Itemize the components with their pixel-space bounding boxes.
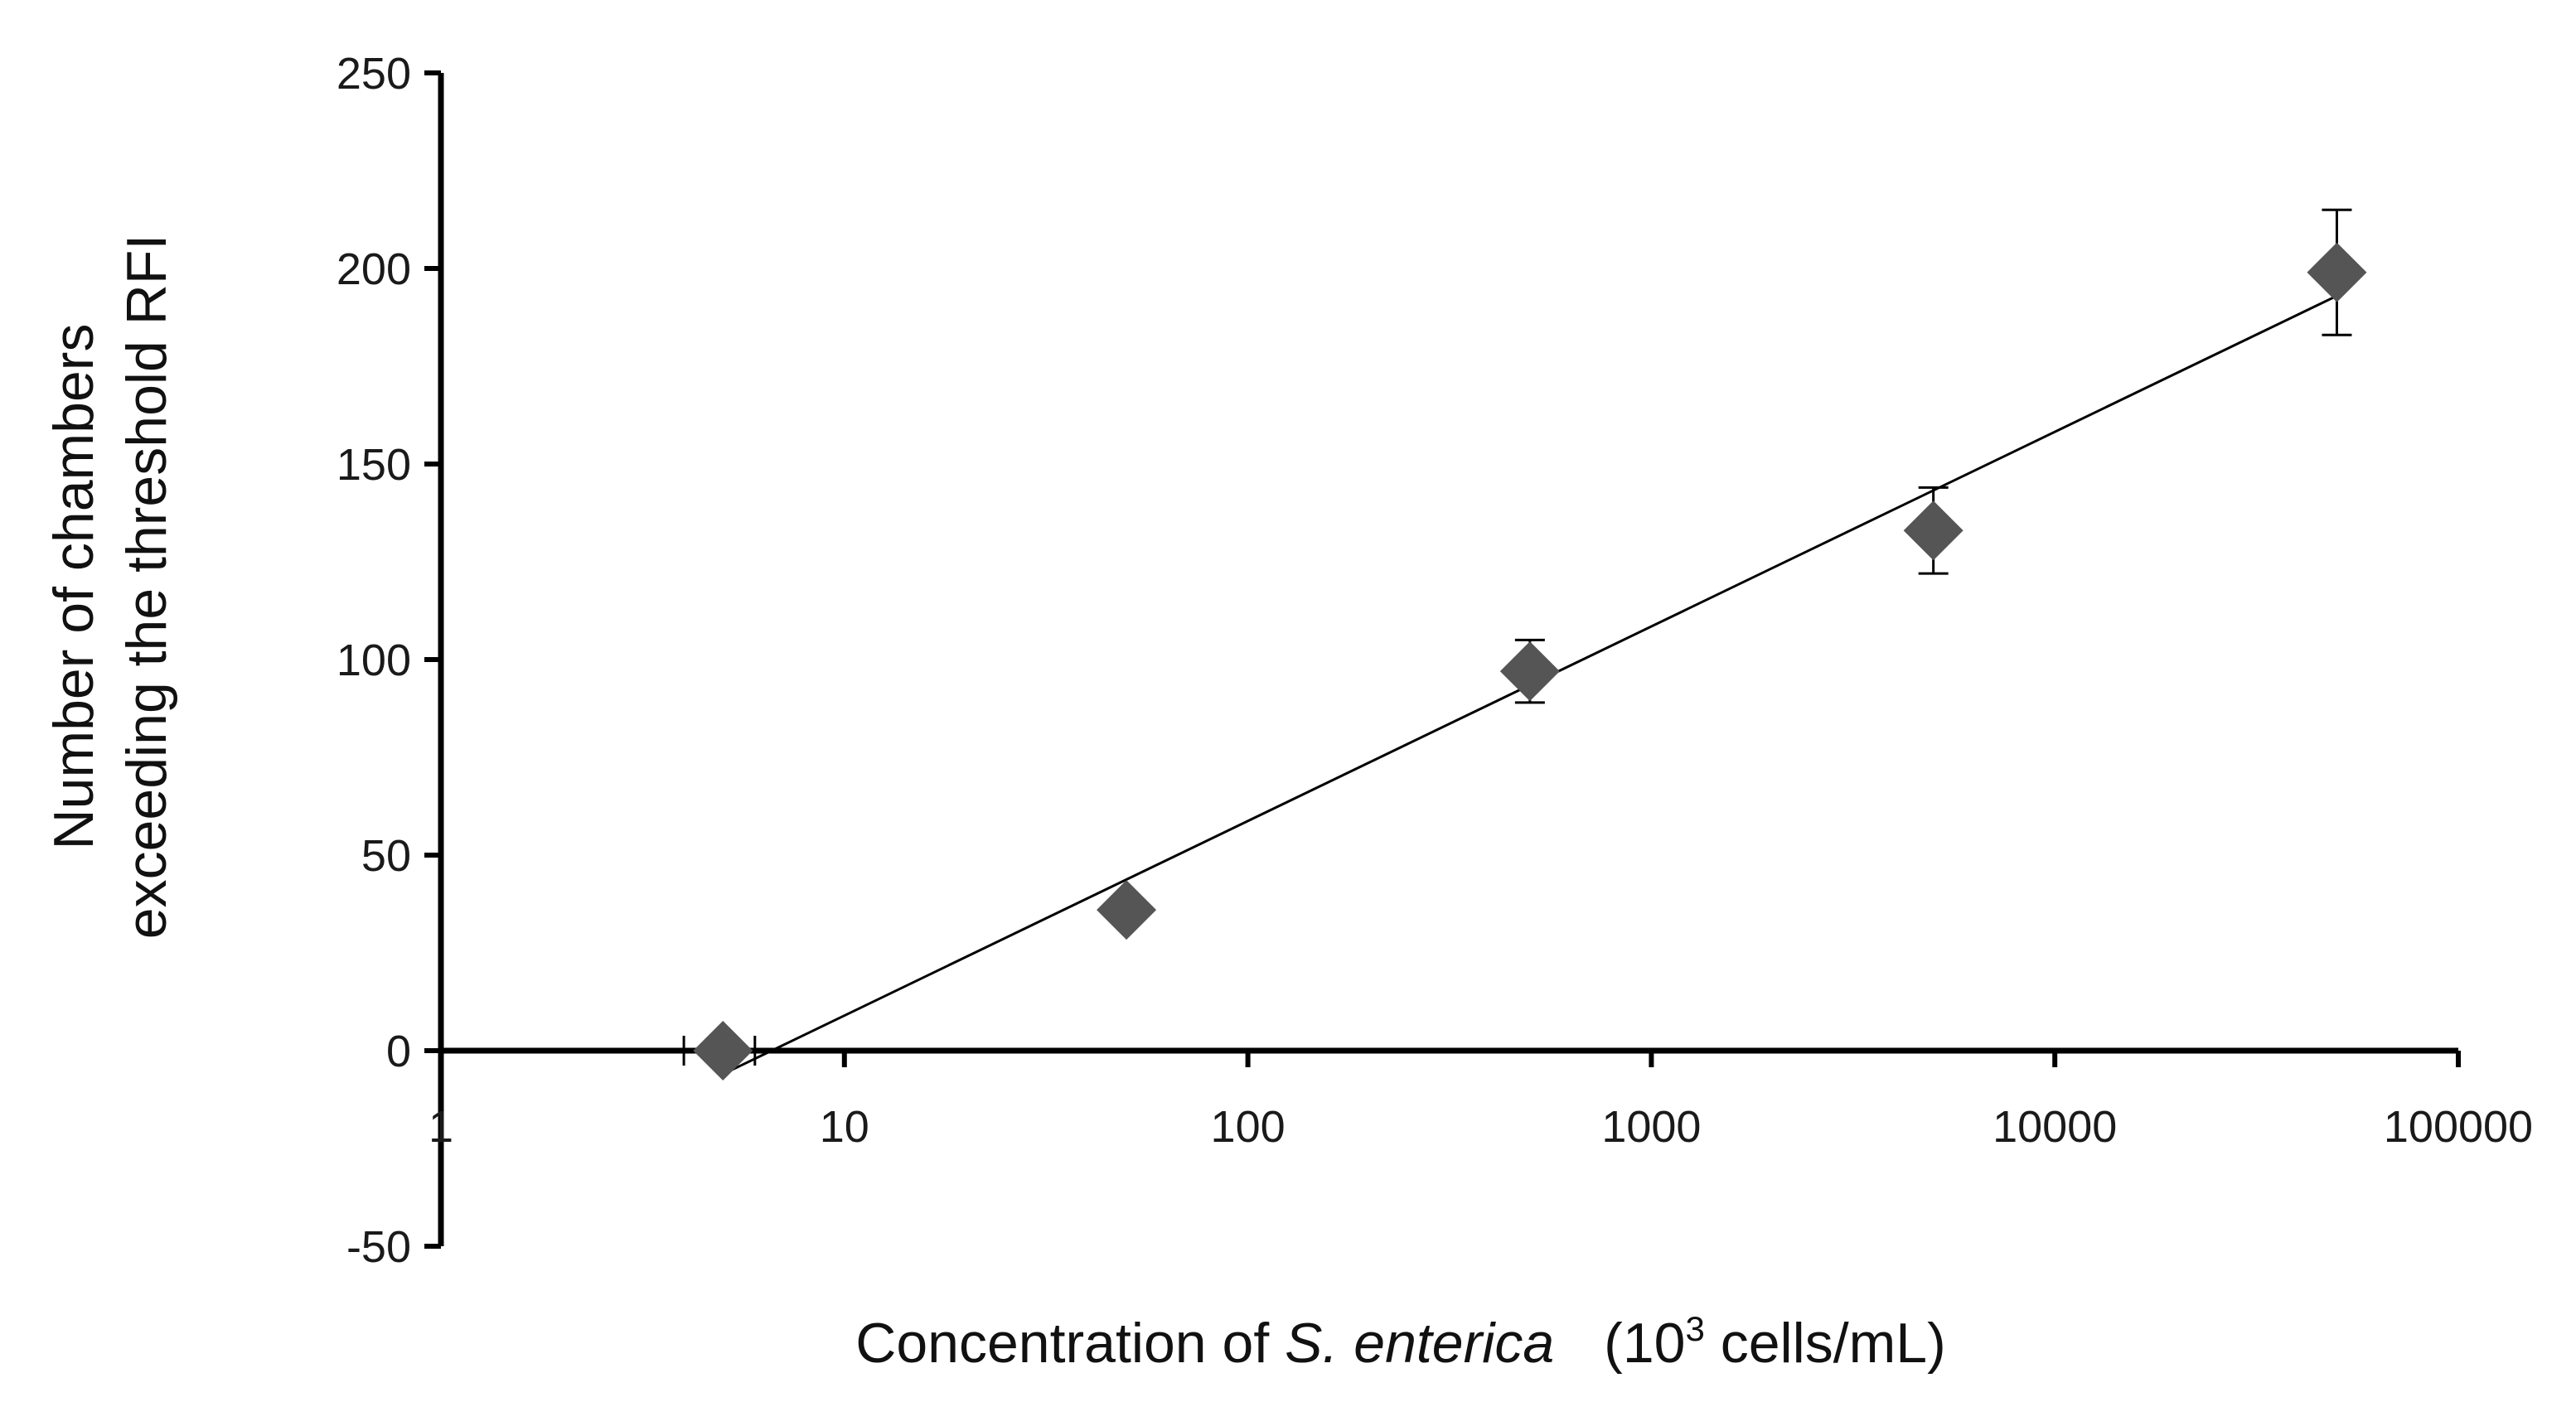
data-point-diamond bbox=[1903, 500, 1963, 561]
x-tick-label: 100 bbox=[1211, 1102, 1286, 1152]
x-axis-title: Concentration of S. enterica (103 cells/m… bbox=[855, 1309, 1946, 1375]
y-axis-title-line1: Number of chambers bbox=[42, 324, 105, 850]
axes bbox=[424, 70, 2461, 1249]
y-tick-label: 100 bbox=[337, 636, 411, 685]
x-tick-label: 1 bbox=[429, 1102, 453, 1152]
tick-labels: -50 0 50 100 150 200 250 1 10 100 1000 10000 100000 bbox=[337, 49, 2533, 1272]
y-axis-title-line2: exceeding the threshold RFI bbox=[115, 234, 178, 940]
y-tick-label: 200 bbox=[337, 244, 411, 294]
error-bars bbox=[682, 208, 2352, 1066]
y-tick-label: -50 bbox=[346, 1222, 411, 1272]
x-tick-label: 10 bbox=[820, 1102, 869, 1152]
data-points bbox=[693, 242, 2367, 1081]
data-point-diamond bbox=[1097, 880, 1157, 940]
x-tick-label: 10000 bbox=[1993, 1102, 2117, 1152]
data-point-diamond bbox=[1499, 641, 1560, 702]
y-tick-label: 0 bbox=[386, 1027, 411, 1076]
y-tick-label: 250 bbox=[337, 49, 411, 99]
x-tick-label: 100000 bbox=[2384, 1102, 2533, 1152]
y-tick-label: 50 bbox=[361, 831, 411, 881]
data-point-diamond bbox=[2307, 242, 2367, 302]
y-tick-label: 150 bbox=[337, 440, 411, 490]
x-tick-label: 1000 bbox=[1601, 1102, 1701, 1152]
data-point-diamond bbox=[693, 1021, 753, 1081]
